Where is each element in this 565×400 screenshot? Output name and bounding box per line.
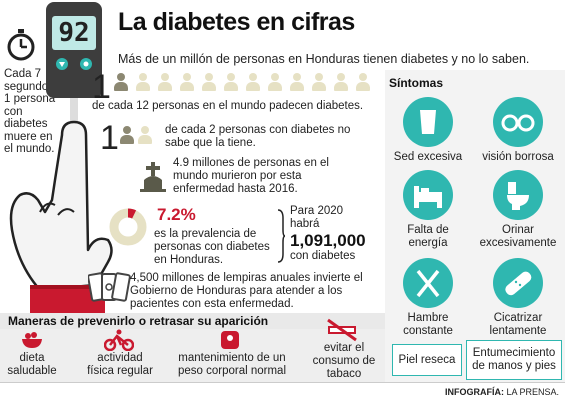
bed-icon bbox=[403, 170, 453, 220]
symptom-label: Cicatrizar lentamente bbox=[489, 312, 547, 337]
person-icon-light bbox=[312, 73, 326, 91]
food-bowl-icon bbox=[22, 332, 42, 348]
person-icon-dark bbox=[114, 73, 128, 91]
prevention-label: evitar el consumo de tabaco bbox=[312, 342, 376, 380]
stat5-tail: con diabetes bbox=[290, 250, 356, 262]
stat4-text: es la prevalencia de personas con diabet… bbox=[154, 228, 270, 266]
person-icon-light bbox=[138, 126, 152, 144]
person-icon-light bbox=[224, 73, 238, 91]
stat3-text: 4.9 millones de personas en el mundo mur… bbox=[173, 157, 329, 195]
credit-label: INFOGRAFÍA: bbox=[444, 387, 504, 397]
person-icon-light bbox=[268, 73, 282, 91]
prevalence-ring bbox=[109, 208, 147, 246]
person-icon-light bbox=[202, 73, 216, 91]
prevention-label: actividad física regular bbox=[87, 352, 153, 377]
stat5-number: 1,091,000 bbox=[290, 231, 366, 250]
prevention-label: mantenimiento de un peso corporal normal bbox=[177, 352, 287, 377]
symptom-box-dry-skin: Piel reseca bbox=[392, 344, 462, 376]
prevention-title: Maneras de prevenirlo o retrasar su apar… bbox=[8, 314, 269, 328]
stat1-text: de cada 12 personas en el mundo padecen … bbox=[92, 100, 364, 112]
stat1-number: 1 bbox=[92, 68, 111, 106]
stat6-text: 4,500 millones de lempiras anuales invie… bbox=[130, 272, 363, 310]
glasses-icon bbox=[493, 97, 543, 147]
fork-knife-icon bbox=[403, 258, 453, 308]
scale-icon bbox=[221, 331, 239, 349]
person-icon-light bbox=[180, 73, 194, 91]
people-row-12 bbox=[114, 73, 384, 93]
person-icon-dark bbox=[120, 126, 134, 144]
credit-source: LA PRENSA. bbox=[506, 387, 559, 397]
symptom-label: Falta de energía bbox=[407, 224, 449, 249]
bandage-icon bbox=[493, 258, 543, 308]
prevention-header-band bbox=[0, 313, 385, 329]
person-icon-light bbox=[290, 73, 304, 91]
prevention-label: dieta saludable bbox=[7, 352, 57, 377]
symptom-box-numbness: Entumecimiento de manos y pies bbox=[466, 340, 562, 380]
symptom-label: Hambre constante bbox=[403, 312, 453, 337]
person-icon-light bbox=[356, 73, 370, 91]
stat5-lead: Para 2020 habrá bbox=[290, 205, 344, 230]
symptoms-title: Síntomas bbox=[389, 76, 444, 90]
stat2-text: de cada 2 personas con diabetes no sabe … bbox=[165, 124, 351, 149]
person-icon-light bbox=[158, 73, 172, 91]
credit: INFOGRAFÍA: LA PRENSA. bbox=[445, 387, 559, 397]
symptom-label: visión borrosa bbox=[482, 151, 554, 163]
hand-glucometer-illustration bbox=[9, 2, 113, 313]
brace-divider bbox=[277, 209, 286, 263]
no-smoking-icon bbox=[327, 318, 357, 342]
left-stat-text: Cada 7 segundos, 1 persona con diabetes … bbox=[4, 68, 58, 155]
symptom-label: Sed excesiva bbox=[393, 151, 463, 163]
stat2-number: 1 bbox=[100, 119, 119, 157]
stopwatch-icon bbox=[7, 29, 35, 61]
money-bills-icon bbox=[88, 272, 131, 302]
stat4-percent: 7.2% bbox=[157, 205, 196, 224]
person-icon-light bbox=[136, 73, 150, 91]
person-icon-light bbox=[334, 73, 348, 91]
bike-icon bbox=[104, 329, 134, 351]
person-icon-light bbox=[246, 73, 260, 91]
meter-reading: 92 bbox=[58, 18, 90, 48]
symptom-label: Orinar excesivamente bbox=[479, 224, 557, 249]
toilet-icon bbox=[493, 170, 543, 220]
glass-icon bbox=[403, 97, 453, 147]
prevention-area bbox=[0, 329, 385, 382]
tombstone-icon bbox=[140, 162, 166, 192]
subtitle: Más de un millón de personas en Honduras… bbox=[118, 52, 530, 66]
page-title: La diabetes en cifras bbox=[118, 8, 355, 36]
footer-divider bbox=[0, 382, 565, 383]
